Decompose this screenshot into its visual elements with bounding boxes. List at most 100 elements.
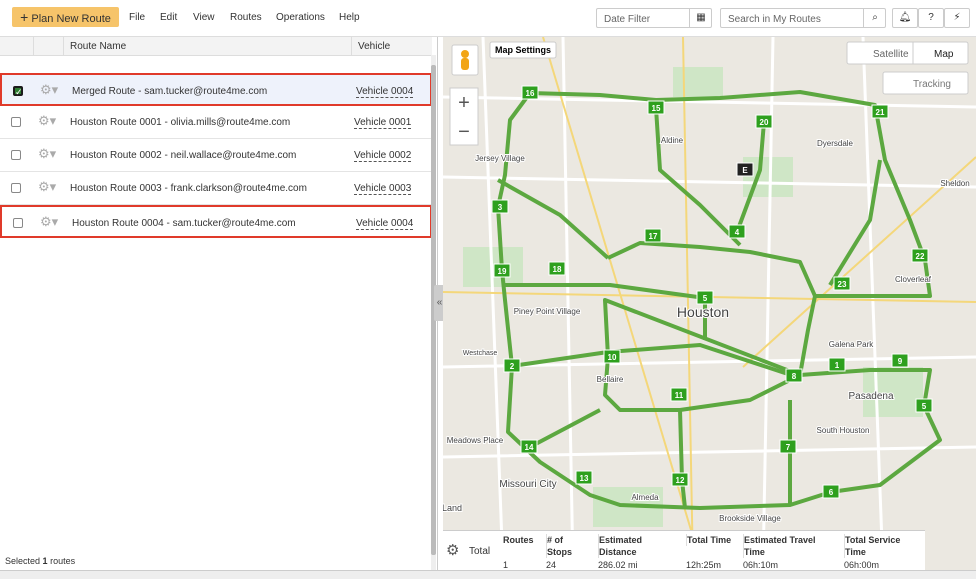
toolbar: + Plan New Route File Edit View Routes Opera… xyxy=(0,0,976,37)
stop-marker[interactable] xyxy=(891,353,909,368)
stop-label: 7 xyxy=(786,443,791,452)
stop-label: 6 xyxy=(829,488,834,497)
vehicle[interactable]: Vehicle 0002 xyxy=(354,150,412,162)
collapse-handle[interactable]: « xyxy=(434,285,445,321)
vehicle[interactable]: Vehicle 0003 xyxy=(354,183,412,195)
place-label: Meadows Place xyxy=(447,436,504,445)
row-checkbox[interactable]: ✓ xyxy=(13,86,23,97)
stop-marker[interactable] xyxy=(828,357,846,372)
menu-item[interactable]: Routes xyxy=(230,12,262,23)
summary-value: 24 xyxy=(546,560,557,570)
vehicle[interactable]: Vehicle 0004 xyxy=(356,86,414,98)
zoom-control[interactable] xyxy=(449,87,479,146)
stop-marker[interactable] xyxy=(493,263,511,278)
stop-marker[interactable] xyxy=(833,276,851,291)
stop-label: 13 xyxy=(580,474,589,483)
summary-total: Total xyxy=(469,546,491,557)
row-gear[interactable]: ⚙︎▾ xyxy=(38,113,57,128)
vehicle[interactable]: Vehicle 0004 xyxy=(356,218,414,230)
row-checkbox[interactable] xyxy=(11,117,21,127)
row-gear[interactable]: ⚙︎▾ xyxy=(40,82,59,97)
search[interactable]: Search in My Routes ⌕ xyxy=(720,8,886,28)
stop-marker[interactable] xyxy=(520,439,538,454)
map-label[interactable]: Map xyxy=(934,49,954,60)
stop-marker[interactable] xyxy=(671,472,689,487)
stop-marker[interactable] xyxy=(911,248,929,263)
vehicle[interactable]: Vehicle 0001 xyxy=(354,117,412,129)
menu-item[interactable]: View xyxy=(193,12,215,23)
route-row[interactable]: ⚙︎▾ Houston Route 0001 - olivia.mills@rou… xyxy=(0,106,432,139)
menu-item[interactable]: Edit xyxy=(160,12,178,23)
row-gear[interactable]: ⚙︎▾ xyxy=(38,179,57,194)
stop-marker[interactable] xyxy=(915,398,933,413)
table-header: Route Name Vehicle xyxy=(0,37,432,56)
stop-label: 15 xyxy=(652,104,661,113)
map: Houston Pasadena Missouri City Jersey Villa… xyxy=(443,37,976,570)
header-vehicle: Vehicle xyxy=(358,41,391,52)
stop-marker[interactable] xyxy=(670,387,688,402)
satellite-label[interactable]: Satellite xyxy=(873,49,909,60)
summary: ⚙︎ Total Routes 1 # of Stops 24 Estimated Di… xyxy=(443,530,925,571)
stop-marker[interactable] xyxy=(548,261,566,276)
route-row[interactable]: ⚙︎▾ Houston Route 0004 - sam.tucker@route… xyxy=(0,205,432,238)
place-label: Brookside Village xyxy=(719,514,781,523)
summary-settings[interactable]: ⚙︎ xyxy=(446,542,460,559)
stop-marker[interactable] xyxy=(647,100,665,115)
stop-marker[interactable] xyxy=(521,85,539,100)
stop-marker[interactable] xyxy=(728,224,746,239)
stop-marker[interactable] xyxy=(779,439,797,454)
selected-count: 1 xyxy=(42,556,48,566)
menu-item[interactable]: File xyxy=(129,12,146,23)
row-checkbox[interactable] xyxy=(11,150,21,160)
stop-label: 14 xyxy=(525,443,534,452)
stop-label: 11 xyxy=(675,391,684,400)
place-label: Land xyxy=(443,503,462,513)
row-gear[interactable]: ⚙︎▾ xyxy=(38,146,57,161)
date-filter[interactable]: Date Filter ▦ xyxy=(596,8,712,28)
help-button[interactable]: ? xyxy=(918,8,944,28)
plan-button[interactable]: + Plan New Route xyxy=(12,7,119,27)
summary-header: Total Service Time xyxy=(844,534,922,558)
stop-marker[interactable] xyxy=(503,358,521,373)
bell-button[interactable]: 🔔︎ xyxy=(892,8,918,28)
stop-label: 10 xyxy=(608,353,617,362)
route-row[interactable]: ⚙︎▾ Houston Route 0003 - frank.clarkson@r… xyxy=(0,172,432,205)
stop-marker[interactable] xyxy=(736,162,754,177)
stop-marker[interactable] xyxy=(575,470,593,485)
place-label: Houston xyxy=(677,304,729,320)
stop-label: 23 xyxy=(838,280,847,289)
stop-marker[interactable] xyxy=(491,199,509,214)
calendar-icon: ▦ xyxy=(689,9,712,27)
stop-marker[interactable] xyxy=(644,228,662,243)
place-label: Piney Point Village xyxy=(514,307,581,316)
route-name: Houston Route 0004 - sam.tucker@route4me… xyxy=(72,218,296,229)
route-row[interactable]: ⚙︎▾ Houston Route 0002 - neil.wallace@rou… xyxy=(0,139,432,172)
stop-marker[interactable] xyxy=(785,368,803,383)
tracking-button[interactable] xyxy=(882,71,969,95)
stop-marker[interactable] xyxy=(696,290,714,305)
row-checkbox[interactable] xyxy=(11,183,21,193)
route-row[interactable]: ✓ ⚙︎▾ Merged Route - sam.tucker@route4me.c… xyxy=(0,73,432,106)
stop-marker[interactable] xyxy=(603,349,621,364)
map-type-toggle[interactable] xyxy=(846,41,969,65)
selection-status: Selected 1 routes xyxy=(5,556,75,566)
place-labels: Houston Pasadena Missouri City Jersey Villa… xyxy=(443,135,971,524)
place-label: Jersey Village xyxy=(475,154,525,163)
map-settings[interactable] xyxy=(489,41,557,59)
stop-marker[interactable] xyxy=(871,104,889,119)
stop-label: 21 xyxy=(876,108,885,117)
summary-value: 06h:00m xyxy=(844,560,880,570)
stop-label: 4 xyxy=(735,228,740,237)
stop-marker[interactable] xyxy=(755,114,773,129)
place-label: Aldine xyxy=(661,136,684,145)
plan-label: Plan New Route xyxy=(31,13,111,25)
stop-label: 3 xyxy=(498,203,503,212)
row-checkbox[interactable] xyxy=(13,218,23,228)
row-gear[interactable]: ⚙︎▾ xyxy=(40,214,59,229)
stop-marker[interactable] xyxy=(822,484,840,499)
menu-item[interactable]: Operations xyxy=(276,12,325,23)
menu-item[interactable]: Help xyxy=(339,12,360,23)
selected-suffix: routes xyxy=(50,556,76,566)
power-button[interactable]: ⚡︎ xyxy=(944,8,970,28)
